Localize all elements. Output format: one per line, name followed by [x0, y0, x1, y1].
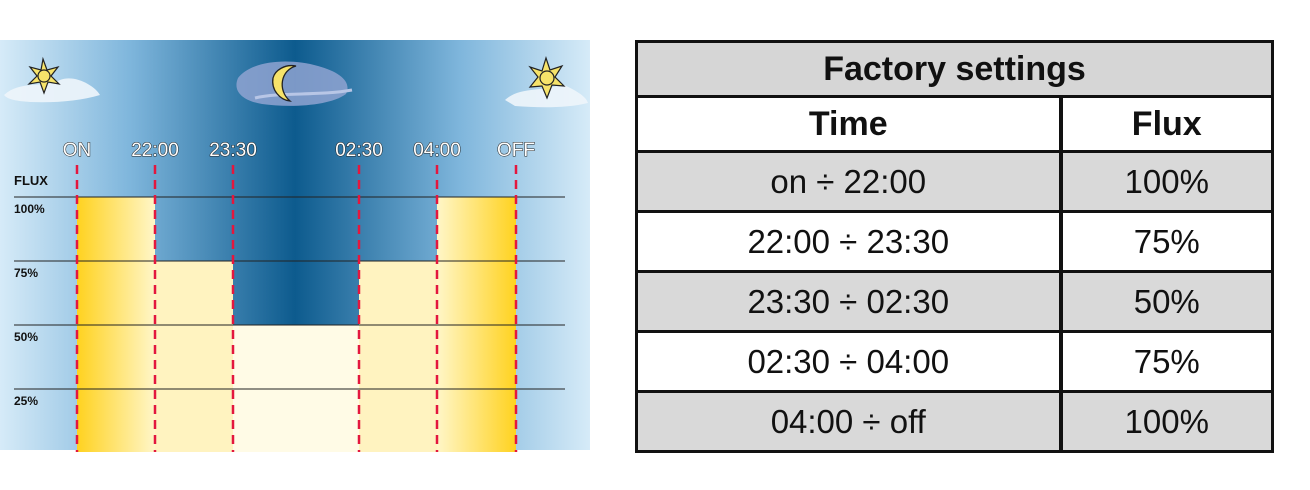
table-row: on ÷ 22:00 100% [635, 150, 1274, 213]
flux-bar [359, 261, 437, 452]
flux-axis-label: FLUX [14, 173, 48, 188]
table-row: 22:00 ÷ 23:30 75% [635, 210, 1274, 273]
table-title: Factory settings [635, 40, 1274, 98]
flux-schedule-diagram: 100% 75% 50% 25% ON 22:00 23:30 02:30 04:00 OFF … [0, 0, 600, 490]
flux-schedule-svg: 100%75%50%25% ON 22:00 23:30 02:30 04:00 OFF … [0, 40, 590, 452]
column-header-time: Time [635, 95, 1063, 153]
column-header-flux: Flux [1059, 95, 1274, 153]
time-cell: on ÷ 22:00 [635, 150, 1063, 213]
time-label: 02:30 [335, 140, 383, 161]
time-labels: ON 22:00 23:30 02:30 04:00 OFF [62, 140, 535, 162]
factory-settings-table: Factory settings Time Flux on ÷ 22:00 10… [635, 40, 1274, 453]
flux-bar [155, 261, 233, 452]
time-cell: 02:30 ÷ 04:00 [635, 330, 1063, 393]
flux-cell: 50% [1059, 270, 1274, 333]
time-cell: 23:30 ÷ 02:30 [635, 270, 1063, 333]
sun-icon [505, 56, 588, 108]
time-markers [75, 165, 518, 452]
time-cell: 04:00 ÷ off [635, 390, 1063, 453]
flux-cell: 75% [1059, 210, 1274, 273]
time-cell: 22:00 ÷ 23:30 [635, 210, 1063, 273]
sun-icon [4, 56, 100, 103]
flux-levels: 100% 75% 50% 25% [14, 196, 565, 408]
flux-cell: 100% [1059, 390, 1274, 453]
flux-level-label: 75% [14, 266, 38, 280]
time-label: OFF [497, 140, 535, 161]
time-label: 23:30 [209, 140, 257, 161]
table-row: 02:30 ÷ 04:00 75% [635, 330, 1274, 393]
flux-level-label: 50% [14, 330, 38, 344]
time-label: ON [63, 140, 92, 161]
table-row: 04:00 ÷ off 100% [635, 390, 1274, 453]
moon-icon [236, 61, 353, 106]
table-row: 23:30 ÷ 02:30 50% [635, 270, 1274, 333]
flux-level-label: 25% [14, 394, 38, 408]
flux-level-label: 100% [14, 202, 45, 216]
time-label: 22:00 [131, 140, 179, 161]
flux-cell: 100% [1059, 150, 1274, 213]
flux-cell: 75% [1059, 330, 1274, 393]
time-label: 04:00 [413, 140, 461, 161]
